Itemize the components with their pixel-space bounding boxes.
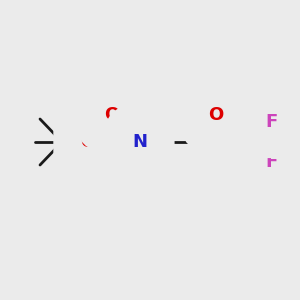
Text: F: F [265, 113, 277, 131]
Text: O: O [208, 106, 224, 124]
Text: O: O [104, 106, 120, 124]
Text: N: N [133, 133, 148, 151]
Text: H: H [132, 121, 144, 136]
Text: O: O [80, 133, 96, 151]
Text: F: F [265, 153, 277, 171]
